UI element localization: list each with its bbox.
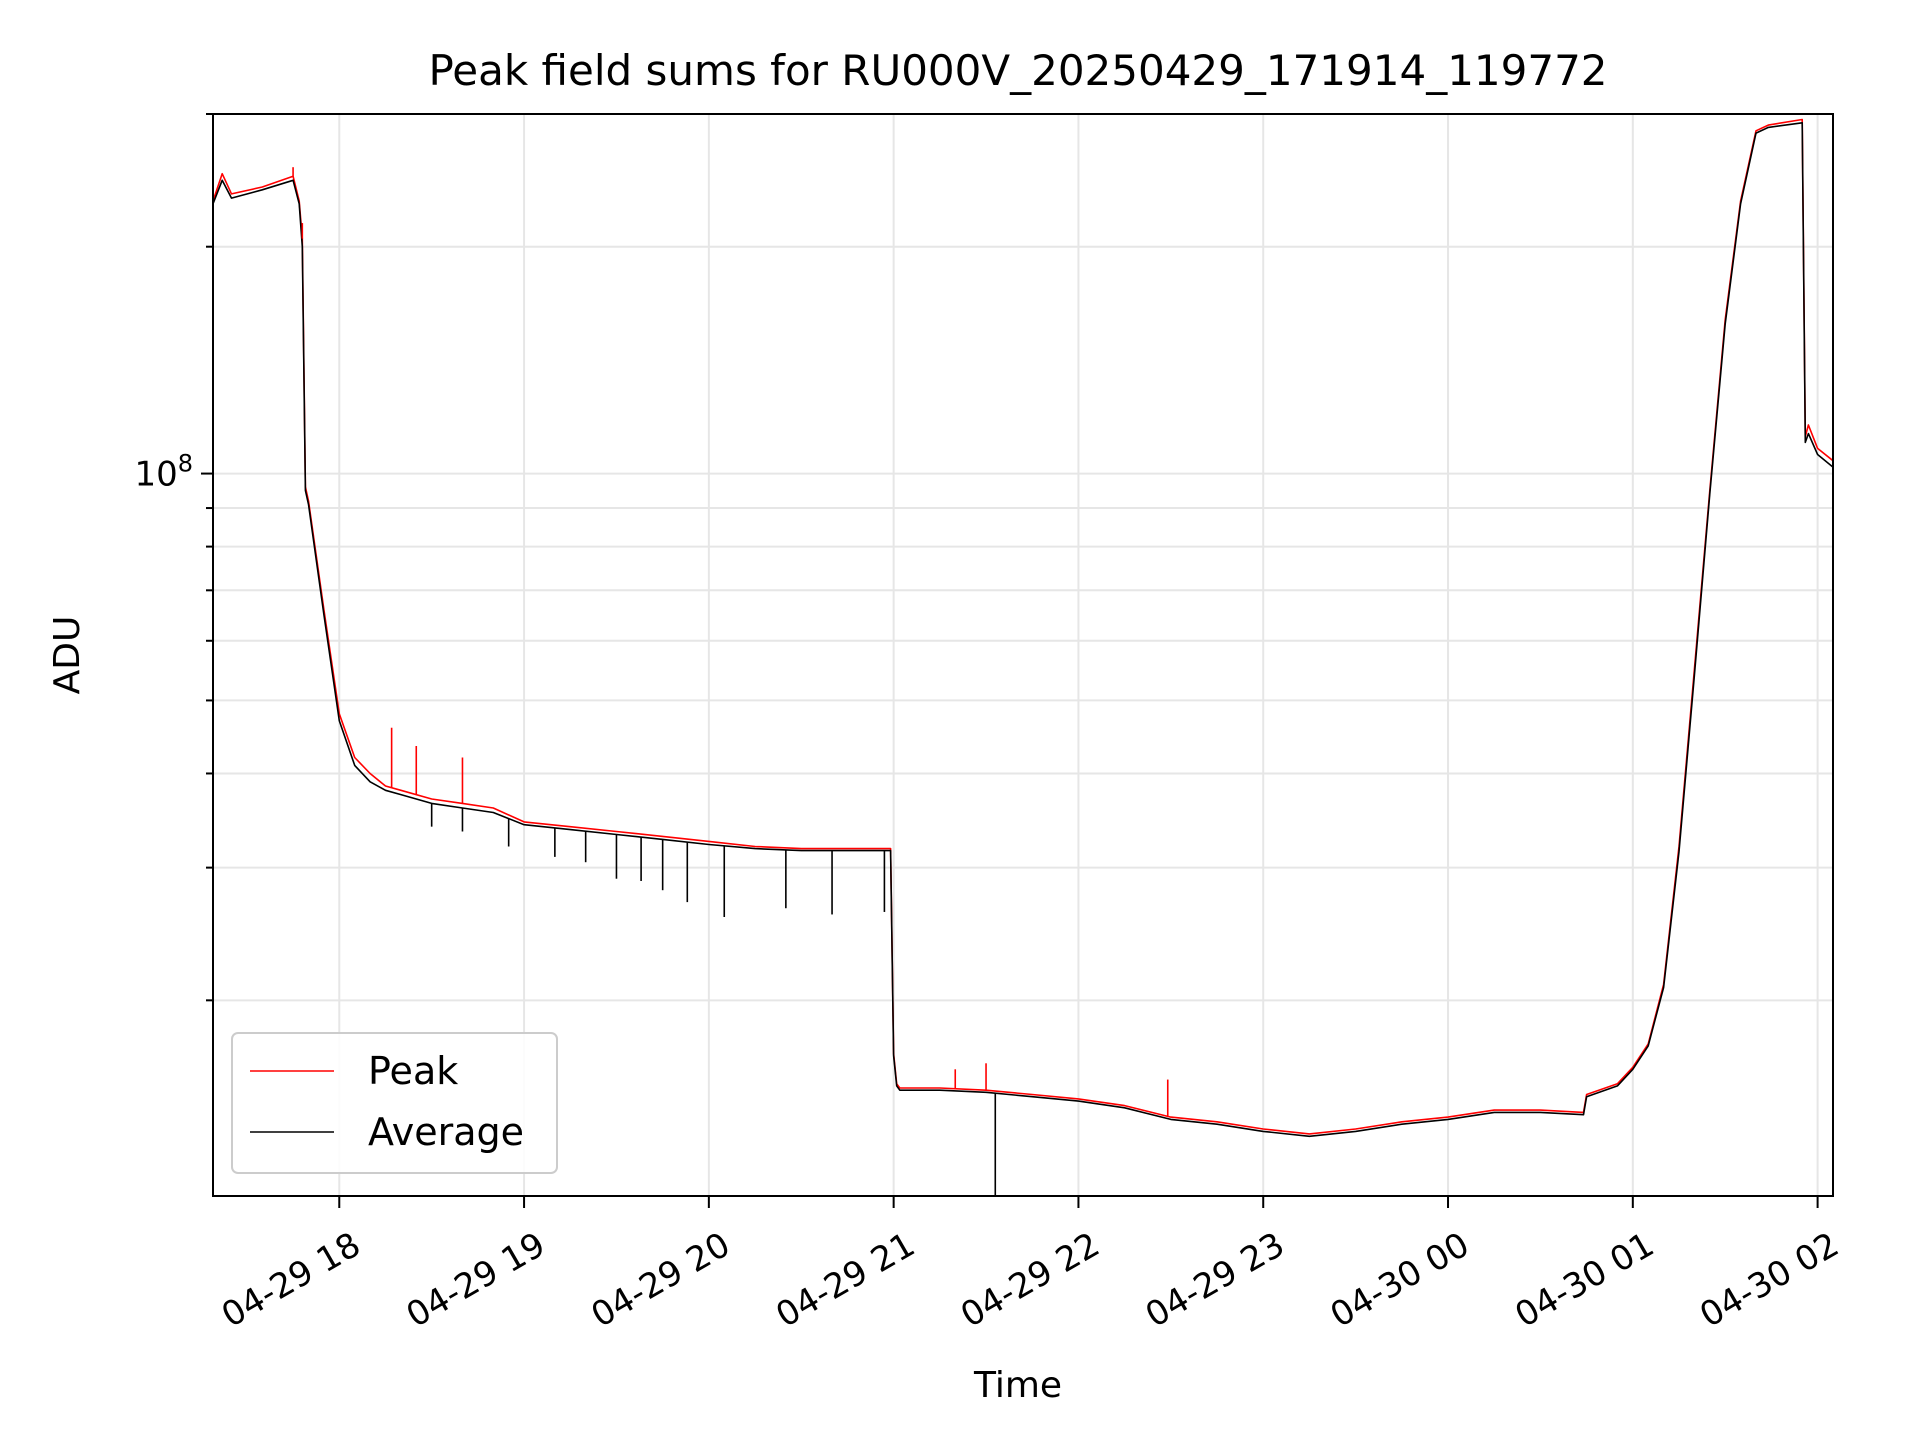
y-axis-label: ADU [47, 616, 88, 695]
legend-label-peak: Peak [368, 1049, 458, 1093]
plot-area [213, 118, 1833, 1196]
legend: Peak Average [231, 1032, 558, 1174]
plot-series [213, 118, 1833, 1196]
legend-label-average: Average [368, 1110, 524, 1154]
legend-box [231, 1032, 558, 1174]
chart-title: Peak field sums for RU000V_20250429_1719… [428, 46, 1607, 95]
x-axis-label: Time [973, 1365, 1062, 1406]
series-line-average [213, 122, 1833, 1138]
plot-frame [212, 113, 1834, 1197]
y-tick-label: 108 [134, 450, 193, 495]
